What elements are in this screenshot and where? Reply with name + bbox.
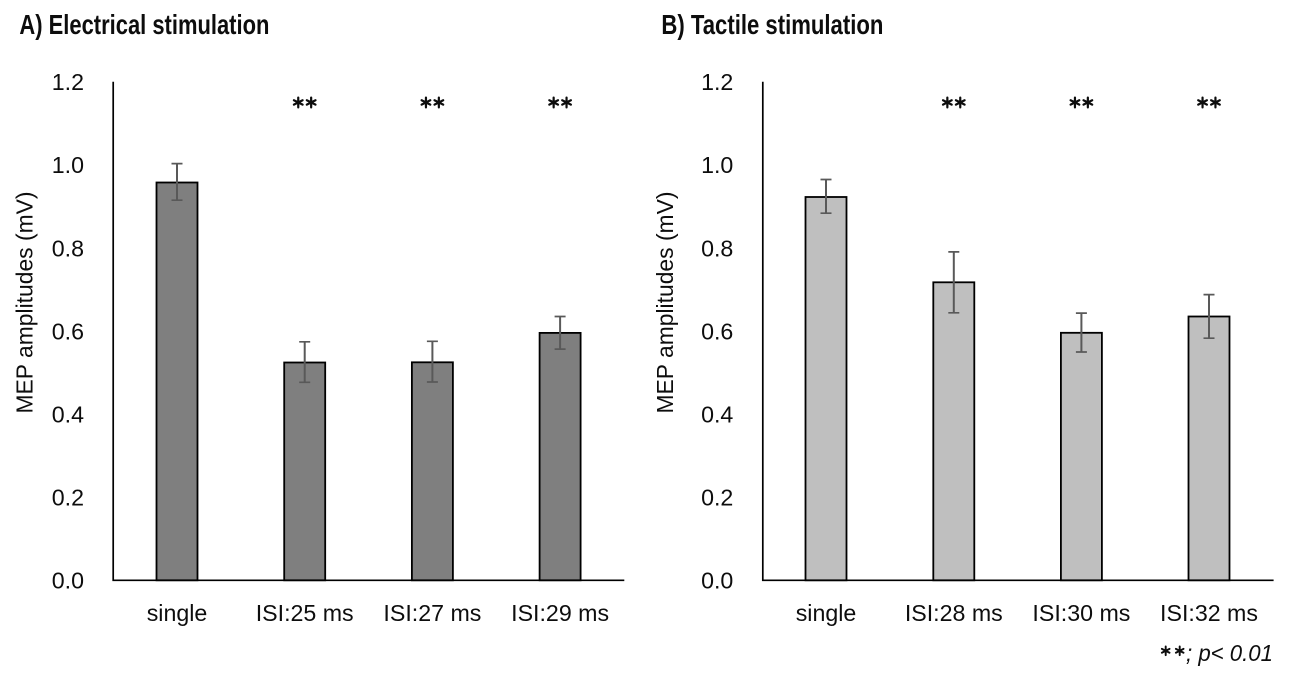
svg-text:B) Tactile stimulation: B) Tactile stimulation [661,9,883,40]
svg-text:ISI:32 ms: ISI:32 ms [1160,600,1258,626]
svg-text:0.4: 0.4 [701,401,733,427]
svg-text:1.2: 1.2 [701,69,733,95]
svg-text:0.2: 0.2 [52,485,84,511]
svg-text:0.4: 0.4 [52,401,84,427]
svg-text:0.0: 0.0 [701,568,733,594]
svg-text:ISI:28 ms: ISI:28 ms [905,600,1003,626]
svg-text:0.8: 0.8 [52,235,84,261]
svg-text:A) Electrical stimulation: A) Electrical stimulation [19,9,269,40]
svg-text:1.0: 1.0 [52,152,84,178]
svg-text:0.6: 0.6 [52,318,84,344]
svg-text:1.2: 1.2 [52,69,84,95]
svg-text:ISI:29 ms: ISI:29 ms [511,600,609,626]
svg-text:; p< 0.01: ; p< 0.01 [1186,640,1273,666]
svg-text:ISI:30 ms: ISI:30 ms [1032,600,1130,626]
svg-text:0.8: 0.8 [701,235,733,261]
svg-text:1.0: 1.0 [701,152,733,178]
svg-text:0.0: 0.0 [52,568,84,594]
svg-text:single: single [147,600,208,626]
svg-text:single: single [796,600,857,626]
svg-text:MEP amplitudes (mV): MEP amplitudes (mV) [12,192,38,414]
svg-text:MEP amplitudes (mV): MEP amplitudes (mV) [652,192,678,414]
svg-text:0.6: 0.6 [701,318,733,344]
svg-text:ISI:27 ms: ISI:27 ms [383,600,481,626]
svg-text:0.2: 0.2 [701,485,733,511]
svg-text:ISI:25 ms: ISI:25 ms [256,600,354,626]
